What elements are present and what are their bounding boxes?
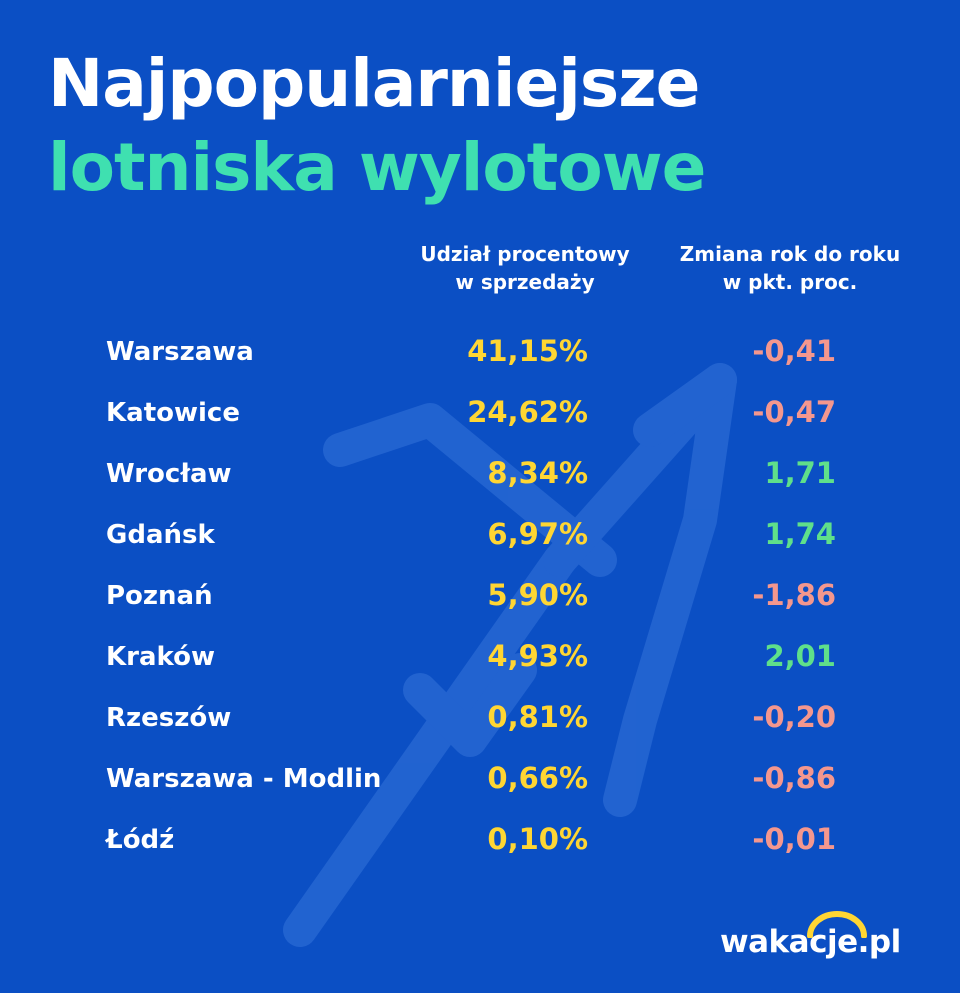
table-row: Warszawa - Modlin 0,66% -0,86: [0, 749, 960, 810]
share-value: 0,10%: [487, 822, 588, 856]
share-value: 41,15%: [467, 334, 588, 368]
share-value: 0,81%: [487, 700, 588, 734]
city-label: Warszawa - Modlin: [106, 764, 382, 794]
table-row: Gdańsk 6,97% 1,74: [0, 505, 960, 566]
change-value: 2,01: [764, 639, 836, 673]
share-value: 8,34%: [487, 456, 588, 490]
table-row: Poznań 5,90% -1,86: [0, 566, 960, 627]
change-value: -0,47: [752, 395, 836, 429]
city-label: Łódź: [106, 825, 175, 855]
city-label: Warszawa: [106, 337, 254, 367]
change-value: -0,20: [752, 700, 836, 734]
city-label: Poznań: [106, 581, 213, 611]
change-value: 1,71: [764, 456, 836, 490]
change-value: -1,86: [752, 578, 836, 612]
share-value: 24,62%: [467, 395, 588, 429]
share-value: 0,66%: [487, 761, 588, 795]
column-header-change-line-2: w pkt. proc.: [722, 270, 858, 294]
airport-table: Warszawa 41,15% -0,41 Katowice 24,62% -0,47 Wr…: [0, 322, 960, 871]
table-row: Wrocław 8,34% 1,71: [0, 444, 960, 505]
change-value: -0,86: [752, 761, 836, 795]
table-row: Łódź 0,10% -0,01: [0, 810, 960, 871]
change-value: -0,01: [752, 822, 836, 856]
share-value: 4,93%: [487, 639, 588, 673]
city-label: Katowice: [106, 398, 240, 428]
page-title: Najpopularniejsze lotniska wylotowe: [48, 42, 706, 210]
change-value: 1,74: [764, 517, 836, 551]
wakacje-logo: wakacje.pl: [720, 908, 920, 968]
logo-text: wakacje.pl: [720, 924, 901, 960]
column-header-change: Zmiana rok do roku w pkt. proc.: [655, 240, 925, 296]
change-value: -0,41: [752, 334, 836, 368]
column-header-share-line-1: Udział procentowy: [420, 242, 630, 266]
city-label: Rzeszów: [106, 703, 232, 733]
city-label: Kraków: [106, 642, 215, 672]
title-line-2: lotniska wylotowe: [48, 129, 706, 206]
city-label: Wrocław: [106, 459, 232, 489]
column-header-share: Udział procentowy w sprzedaży: [400, 240, 650, 296]
table-row: Rzeszów 0,81% -0,20: [0, 688, 960, 749]
title-line-1: Najpopularniejsze: [48, 45, 700, 122]
share-value: 5,90%: [487, 578, 588, 612]
table-row: Kraków 4,93% 2,01: [0, 627, 960, 688]
column-header-change-line-1: Zmiana rok do roku: [679, 242, 901, 266]
table-row: Warszawa 41,15% -0,41: [0, 322, 960, 383]
share-value: 6,97%: [487, 517, 588, 551]
sun-arc-icon: [807, 911, 867, 938]
city-label: Gdańsk: [106, 520, 215, 550]
table-row: Katowice 24,62% -0,47: [0, 383, 960, 444]
column-header-share-line-2: w sprzedaży: [455, 270, 595, 294]
